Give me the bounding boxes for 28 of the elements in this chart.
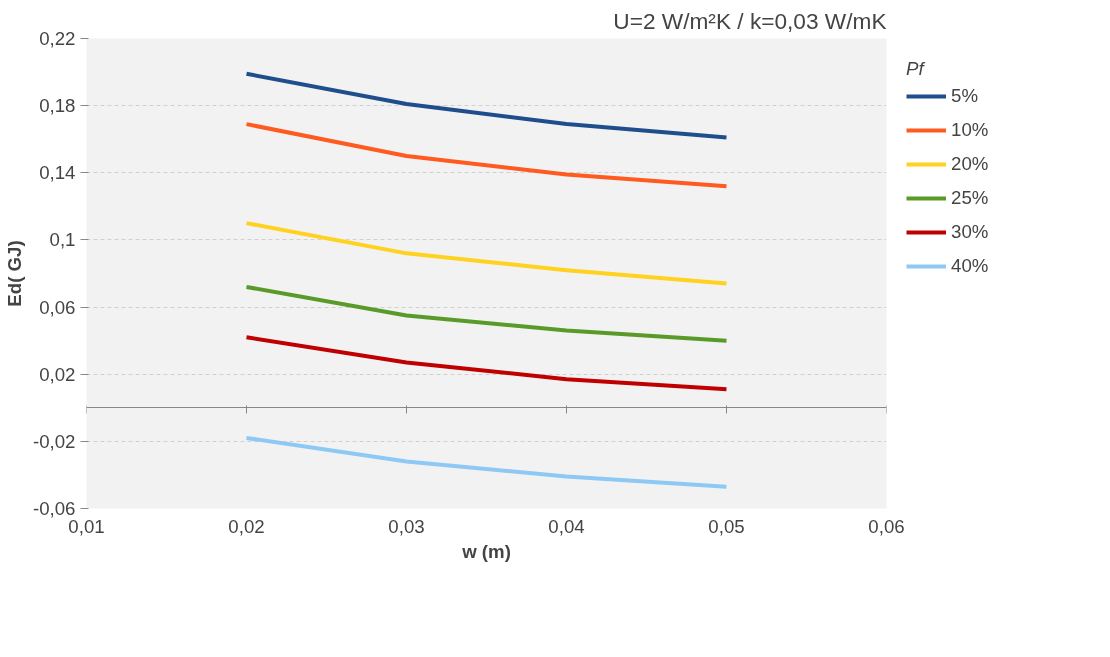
legend-label: 30% (951, 221, 989, 243)
line-series (244, 122, 729, 189)
legend-title: Pf (906, 58, 927, 80)
legend-label: 20% (951, 153, 989, 175)
y-axis-title: Ed( GJ) (3, 240, 25, 307)
y-tick-label: 0,02 (39, 363, 76, 385)
line-series (244, 221, 729, 286)
y-tick-label: 0,06 (39, 296, 76, 318)
line-series (244, 436, 729, 489)
y-tick-label: 0,22 (39, 28, 76, 49)
line-series (244, 284, 729, 343)
x-tick-label: 0,02 (228, 515, 265, 537)
legend-label: 5% (951, 85, 978, 107)
line-series (244, 71, 729, 140)
y-tick-label: 0,18 (39, 95, 76, 117)
x-tick-label: 0,04 (548, 515, 585, 537)
y-tick-label: 0,1 (49, 229, 76, 251)
y-tick-label: 0,14 (39, 162, 76, 184)
line-series (244, 335, 729, 392)
legend-label: 10% (951, 119, 989, 141)
y-tick-label: -0,02 (32, 430, 76, 452)
legend-label: 25% (951, 187, 989, 209)
x-tick-label: 0,06 (868, 515, 905, 537)
chart-title: U=2 W/m²K / k=0,03 W/mK (613, 7, 887, 34)
x-tick-label: 0,05 (708, 515, 745, 537)
legend-label: 40% (951, 255, 989, 277)
x-tick-label: 0,03 (388, 515, 425, 537)
x-axis-title: w (m) (461, 540, 511, 562)
